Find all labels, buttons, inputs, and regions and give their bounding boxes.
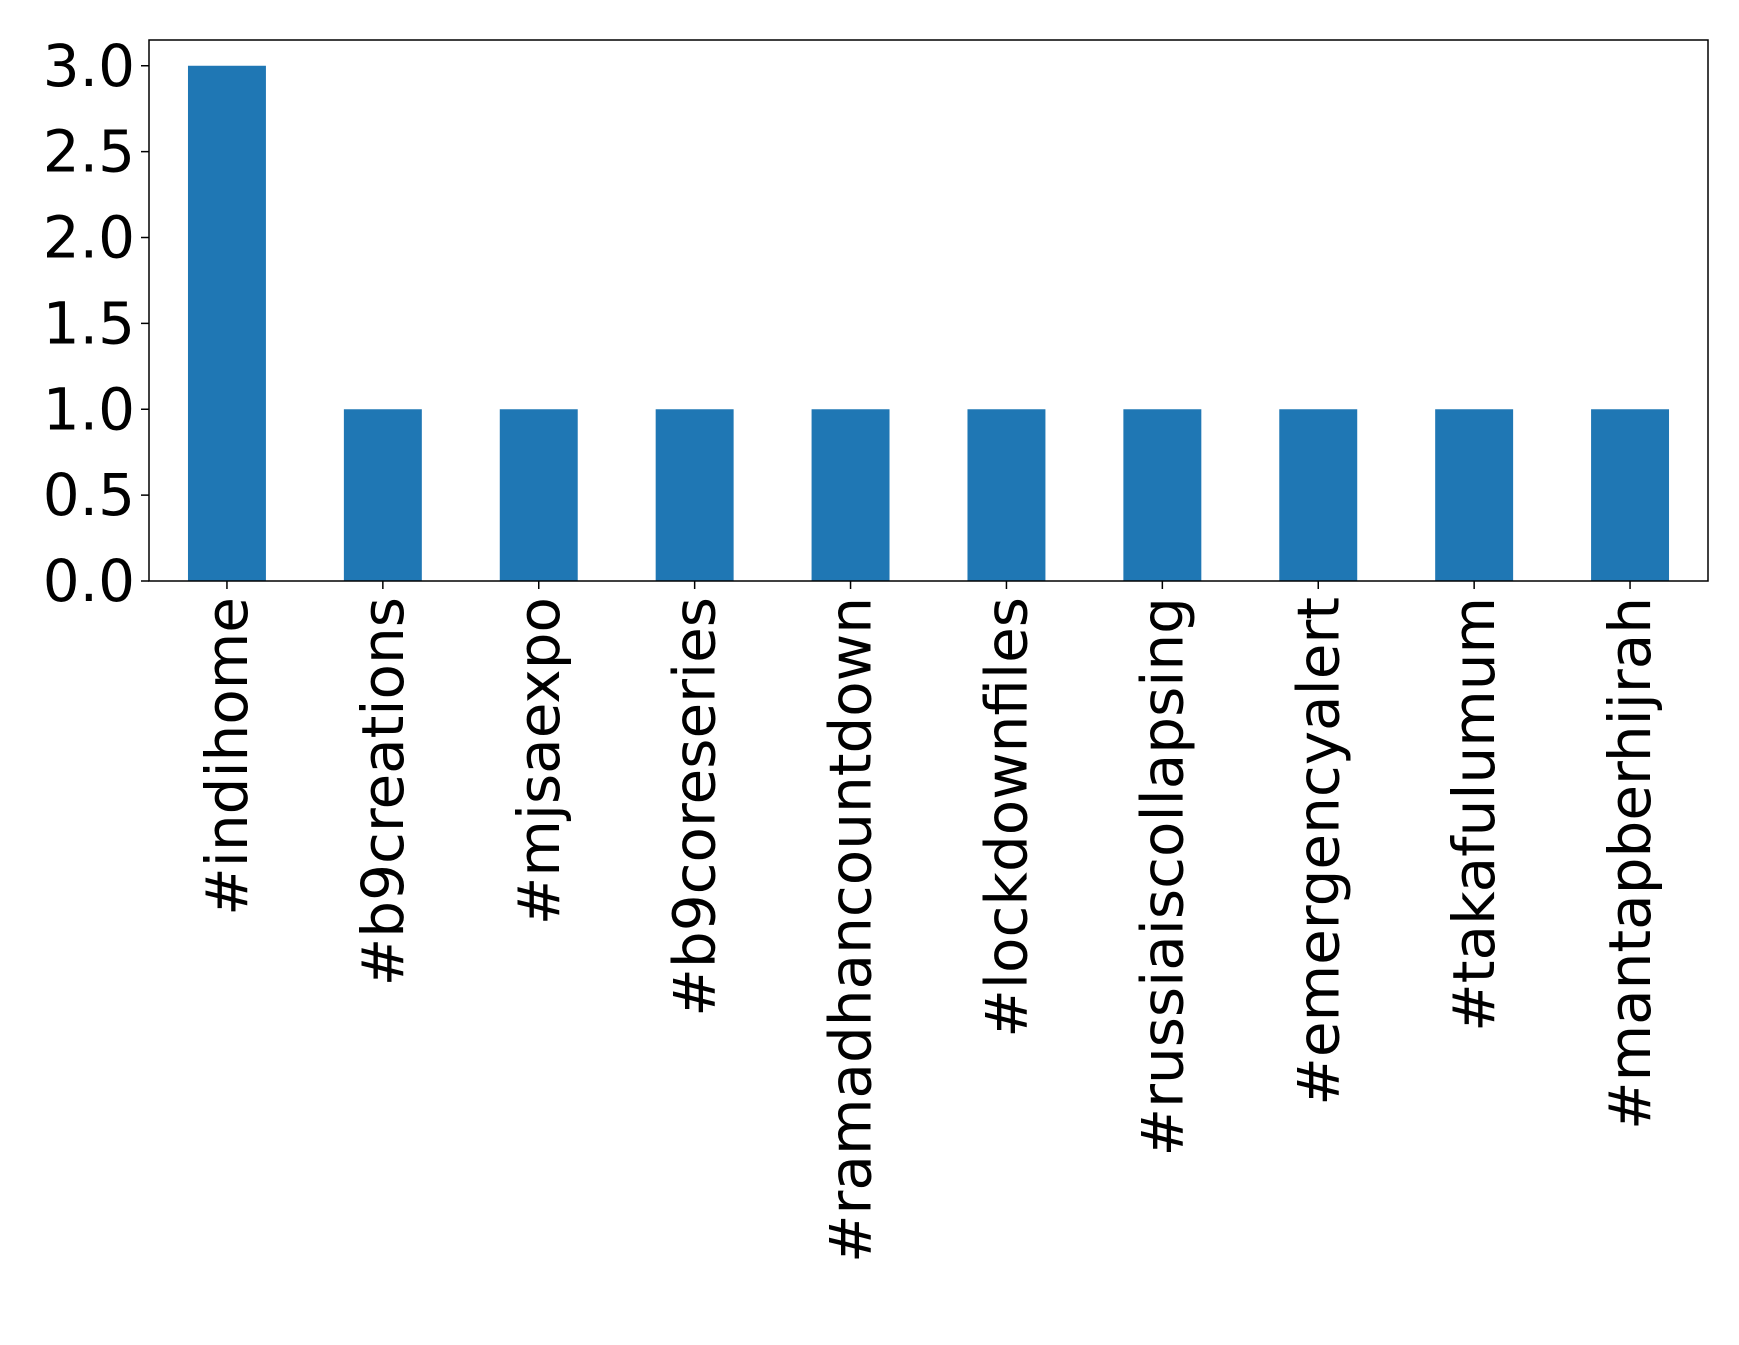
x-tick-label: #b9coreseries	[661, 597, 729, 1017]
bar	[811, 409, 890, 581]
x-tick-label: #indihome	[193, 597, 261, 916]
x-tick-label: #b9creations	[349, 597, 417, 986]
x-tick-label: #mantapberhijrah	[1596, 597, 1664, 1130]
y-tick-label: 2.0	[43, 204, 135, 272]
y-tick-label: 1.5	[43, 289, 135, 357]
bar	[343, 409, 422, 581]
y-tick-label: 1.0	[43, 375, 135, 443]
x-tick-label: #mjsaexpo	[505, 597, 573, 925]
bar	[655, 409, 734, 581]
y-tick-label: 0.5	[43, 461, 135, 529]
y-tick-label: 3.0	[43, 32, 135, 100]
x-tick-label: #emergencyalert	[1284, 597, 1352, 1106]
y-tick-label: 0.0	[43, 547, 135, 615]
bar	[1435, 409, 1514, 581]
bar	[1279, 409, 1358, 581]
bar	[1591, 409, 1670, 581]
bar	[1123, 409, 1202, 581]
y-tick-label: 2.5	[43, 118, 135, 186]
bar	[187, 65, 266, 581]
x-tick-label: #lockdownfiles	[972, 597, 1040, 1038]
x-tick-label: #russiaiscollapsing	[1128, 597, 1196, 1157]
x-tick-label: #ramadhancountdown	[817, 597, 885, 1263]
plot-frame	[148, 39, 1709, 582]
bar	[499, 409, 578, 581]
x-tick-label: #takafulumum	[1440, 597, 1508, 1032]
bar	[967, 409, 1046, 581]
